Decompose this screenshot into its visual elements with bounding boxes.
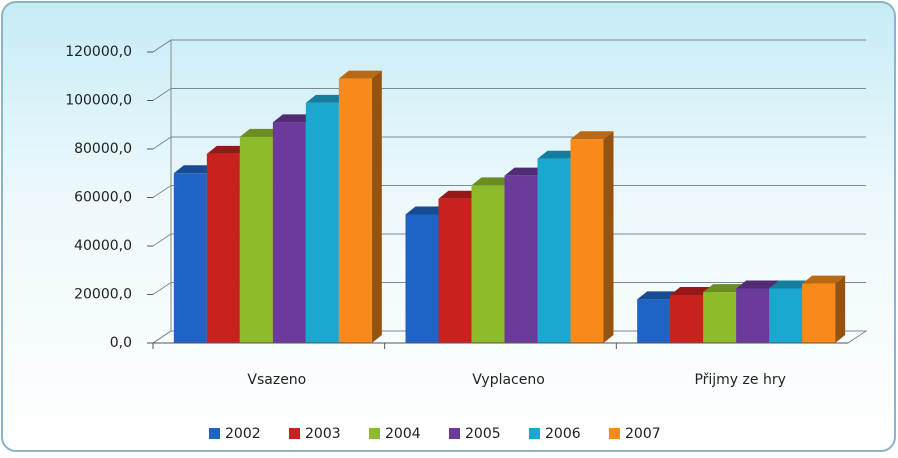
x-tick-label: Přijmy ze hry: [694, 372, 785, 388]
y-tick-label: 80000,0: [74, 141, 132, 157]
legend-swatch: [289, 428, 300, 439]
y-tick-label: 60000,0: [74, 190, 132, 206]
legend-swatch: [529, 428, 540, 439]
legend-swatch: [609, 428, 620, 439]
bar: [338, 70, 382, 344]
grid-diagonal: [152, 39, 172, 53]
x-tick-label: Vyplaceno: [472, 372, 545, 388]
grid-diagonal: [152, 233, 172, 247]
grid-diagonal: [152, 185, 172, 198]
legend-swatch: [449, 428, 460, 439]
legend-label: 2002: [225, 426, 261, 442]
legend-label: 2007: [625, 426, 661, 442]
bar: [173, 165, 217, 343]
grid-diagonal: [152, 282, 172, 295]
legend-swatch: [369, 428, 380, 439]
bar: [802, 275, 846, 343]
y-tick-label: 20000,0: [74, 287, 132, 303]
y-tick-label: 100000,0: [65, 93, 132, 109]
y-tick-label: 120000,0: [65, 44, 132, 60]
legend-label: 2005: [465, 426, 501, 442]
x-tick-label: Vsazeno: [247, 372, 306, 388]
grid-diagonal: [152, 136, 172, 150]
y-tick-label: 0,0: [110, 335, 132, 351]
legend-swatch: [209, 428, 220, 439]
legend-label: 2004: [385, 426, 421, 442]
legend-label: 2003: [305, 426, 341, 442]
grid-diagonal: [152, 330, 172, 344]
legend-label: 2006: [545, 426, 581, 442]
grid-diagonal: [152, 88, 172, 101]
y-tick-label: 40000,0: [74, 238, 132, 254]
bar: [570, 131, 614, 343]
